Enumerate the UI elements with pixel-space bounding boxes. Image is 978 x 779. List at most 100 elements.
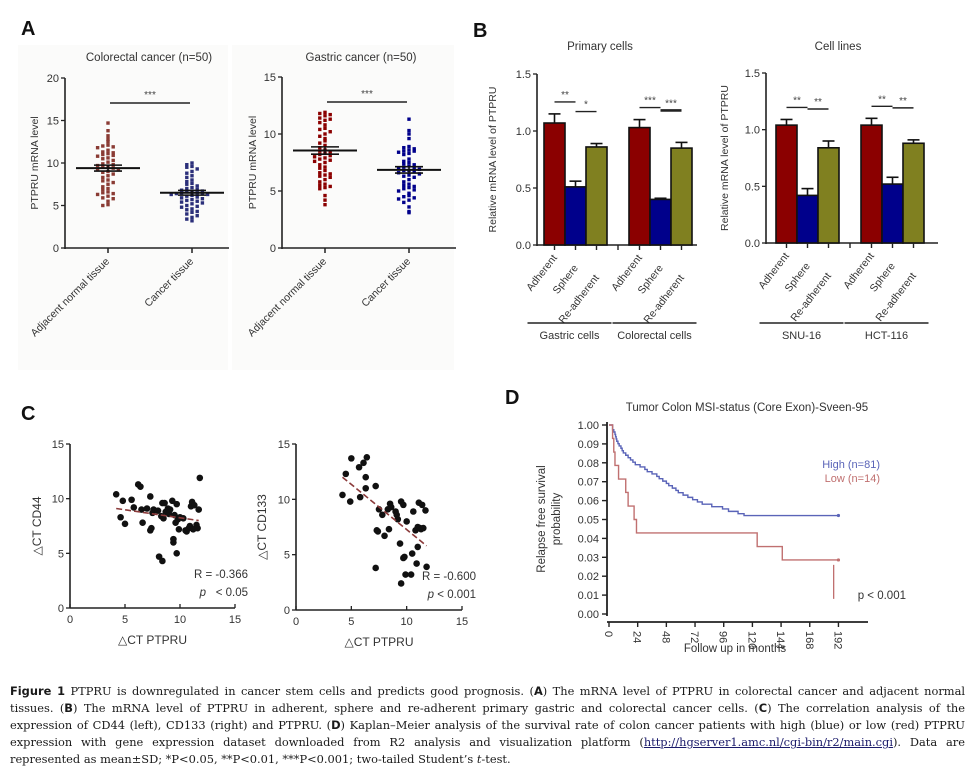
y-tick-label: 0.01 [578, 590, 599, 602]
data-point [318, 183, 322, 187]
y-tick-label: 1.5 [745, 68, 760, 80]
data-point [112, 490, 120, 498]
data-point [185, 165, 189, 169]
data-point [137, 483, 144, 490]
data-point [111, 145, 115, 149]
y-tick-label: 0.03 [578, 552, 599, 564]
significance-label: ** [814, 97, 822, 108]
bar [796, 194, 819, 244]
data-point [190, 210, 194, 214]
data-point [195, 187, 199, 192]
data-point [101, 144, 105, 148]
caption-letter-b: B [64, 701, 73, 715]
data-point [95, 154, 100, 158]
data-point [185, 186, 189, 191]
chart-title: Cell lines [815, 41, 862, 53]
y-tick-label: 0.00 [578, 609, 599, 621]
data-point [106, 151, 110, 156]
y-tick-label: 0.05 [578, 515, 599, 527]
data-point [318, 166, 322, 170]
data-point [318, 116, 322, 120]
y-tick-label: 5 [53, 201, 59, 213]
data-point [387, 503, 395, 511]
data-point [101, 203, 105, 208]
data-point [195, 195, 199, 199]
data-point [312, 155, 317, 159]
significance-label: * [584, 100, 588, 111]
km-curve-high [609, 424, 839, 517]
data-point [101, 191, 105, 195]
y-tick-label: 0.09 [578, 439, 599, 451]
p-value: < 0.001 [437, 589, 476, 601]
y-tick-label: 20 [47, 73, 59, 85]
data-point [318, 127, 322, 132]
x-tick-label: 48 [659, 631, 671, 643]
data-point [403, 518, 410, 525]
data-point [323, 132, 327, 136]
data-point [195, 184, 199, 188]
data-point [418, 501, 426, 509]
data-point [128, 496, 135, 504]
data-point [185, 194, 189, 198]
data-point [185, 180, 189, 184]
data-point [407, 132, 411, 136]
data-point [318, 187, 322, 191]
y-axis-label: PTPRU mRNA level [29, 116, 41, 209]
data-point [323, 110, 327, 115]
panel-label-d: D [505, 387, 520, 409]
data-point [106, 148, 110, 152]
data-point [407, 144, 411, 149]
data-point [323, 123, 327, 127]
data-point [318, 141, 322, 145]
data-point [185, 203, 189, 208]
data-point [356, 493, 364, 501]
y-tick-label: 15 [278, 439, 290, 451]
p-label: p [427, 589, 435, 601]
data-point [195, 167, 199, 171]
bar [628, 126, 651, 246]
data-point [402, 152, 406, 157]
y-tick-label: 0 [270, 243, 276, 255]
regression-line [116, 507, 199, 522]
data-point [95, 146, 100, 150]
data-point [396, 166, 401, 170]
data-point [323, 168, 327, 173]
data-point [407, 191, 411, 195]
data-point [402, 149, 406, 153]
r2-platform-link[interactable]: http://hgserver1.amc.nl/cgi-bin/r2/main.… [643, 735, 893, 749]
data-point [342, 470, 350, 478]
data-point [194, 524, 201, 532]
y-tick-label: 0.0 [745, 238, 760, 250]
data-point [179, 200, 184, 204]
group-label: Colorectal cells [617, 330, 692, 342]
data-point [355, 463, 363, 471]
data-point [185, 163, 189, 167]
data-point [401, 553, 408, 561]
data-point [412, 147, 416, 151]
x-axis-label: Follow up in months [684, 643, 787, 655]
data-point [402, 200, 406, 205]
data-point [106, 199, 110, 203]
data-point [170, 539, 177, 546]
x-tick-label: 24 [631, 631, 643, 643]
data-point [143, 505, 151, 512]
data-point [161, 499, 168, 507]
bar [860, 124, 883, 244]
data-point [323, 114, 327, 118]
data-point [185, 212, 189, 216]
data-point [160, 515, 167, 522]
x-tick-label: 120 [745, 631, 757, 649]
data-point [95, 192, 100, 197]
y-axis-label: Relative mRNA level of PTPRU [719, 85, 731, 231]
data-point [323, 193, 327, 198]
data-point [190, 174, 194, 178]
significance-label: ** [878, 94, 886, 105]
data-point [328, 150, 332, 154]
data-point [106, 156, 110, 160]
data-point [323, 173, 327, 177]
chart-title: Gastric cancer (n=50) [306, 52, 417, 64]
y-tick-label: 0.06 [578, 496, 599, 508]
data-point [323, 182, 327, 186]
panel-label-b: B [473, 20, 488, 42]
data-point [396, 540, 404, 547]
